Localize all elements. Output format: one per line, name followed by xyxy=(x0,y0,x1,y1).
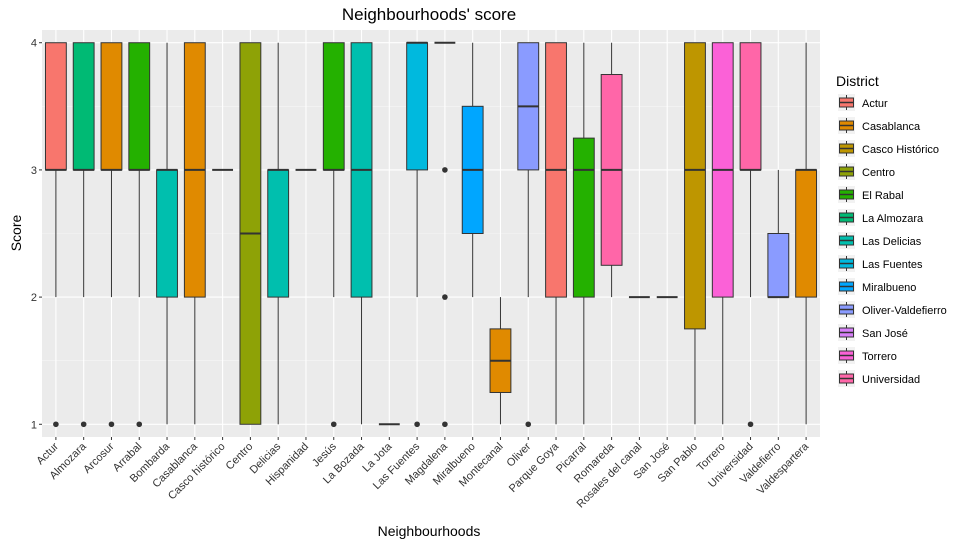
legend-label: Las Delicias xyxy=(862,236,922,248)
outlier-point xyxy=(330,421,337,428)
box-universidad xyxy=(739,42,762,428)
legend-item: Miralbueno xyxy=(838,278,916,295)
box-rect xyxy=(739,42,762,171)
box-oliver xyxy=(517,42,540,428)
box-rect xyxy=(267,169,290,298)
box-valdefierro xyxy=(767,169,790,299)
box-rect xyxy=(72,42,95,171)
x-tick-label: Arcosur xyxy=(81,440,117,476)
box-parque-goya xyxy=(545,42,567,425)
legend-item: Casco Histórico xyxy=(838,140,939,157)
legend-item: Torrero xyxy=(838,347,897,364)
x-axis: ActurAlmozaraArcosurArrabalBombardaCasab… xyxy=(34,437,812,511)
outlier-point xyxy=(136,421,143,428)
legend-label: Las Fuentes xyxy=(862,259,923,271)
box-bombarda xyxy=(156,42,178,425)
y-axis: 1 2 3 4 xyxy=(31,38,42,431)
legend-item: Las Delicias xyxy=(838,232,922,249)
y-tick-label: 3 xyxy=(31,165,37,177)
box-valdespartera xyxy=(795,42,818,425)
outlier-point xyxy=(525,421,532,428)
box-san-pablo xyxy=(684,42,706,425)
box-arcosur xyxy=(100,42,123,428)
y-axis-title: Score xyxy=(8,215,24,252)
chart-title: Neighbourhoods' score xyxy=(342,5,516,24)
legend-title: District xyxy=(836,73,879,89)
box-romareda xyxy=(600,42,623,298)
box-rect xyxy=(100,42,123,171)
legend-item: La Almozara xyxy=(838,209,924,226)
y-tick-label: 1 xyxy=(31,419,37,431)
box-rect xyxy=(767,233,790,298)
box-rect xyxy=(406,42,429,171)
box-almozara xyxy=(72,42,95,428)
x-axis-title: Neighbourhoods xyxy=(378,523,481,539)
box-magdalena xyxy=(434,41,456,428)
legend-label: Centro xyxy=(862,167,895,179)
legend-label: San José xyxy=(862,328,908,340)
y-tick-label: 4 xyxy=(31,38,37,50)
legend-label: Universidad xyxy=(862,374,920,386)
legend-item: San José xyxy=(838,324,908,341)
legend-item: Centro xyxy=(838,163,895,180)
legend-item: Las Fuentes xyxy=(838,255,923,272)
box-la-bozada xyxy=(350,42,373,425)
legend-label: El Rabal xyxy=(862,190,904,202)
legend-label: Oliver-Valdefierro xyxy=(862,305,947,317)
box-picarral xyxy=(572,42,595,425)
box-torrero xyxy=(711,42,734,425)
boxes-layer xyxy=(44,41,818,428)
legend-label: Casco Histórico xyxy=(862,144,939,156)
box-delicias xyxy=(267,42,290,425)
legend-label: Casablanca xyxy=(862,121,921,133)
legend-label: Miralbueno xyxy=(862,282,916,294)
legend-item: Universidad xyxy=(838,370,920,387)
legend-item: Casablanca xyxy=(838,117,921,134)
box-rect xyxy=(322,42,345,171)
legend-item: Oliver-Valdefierro xyxy=(838,301,947,318)
box-rect xyxy=(684,42,706,330)
legend-label: Actur xyxy=(862,98,888,110)
outlier-point xyxy=(108,421,115,428)
outlier-point xyxy=(53,421,59,428)
box-casablanca xyxy=(183,42,206,425)
box-centro xyxy=(239,42,262,425)
box-rect xyxy=(156,169,178,298)
y-tick-label: 2 xyxy=(31,292,37,304)
box-rect xyxy=(128,42,151,171)
outlier-point xyxy=(80,421,87,428)
box-rect xyxy=(572,137,595,298)
legend-item: Actur xyxy=(838,94,888,111)
legend-label: La Almozara xyxy=(862,213,924,225)
box-actur xyxy=(44,42,67,428)
outlier-point xyxy=(442,421,448,428)
outlier-point xyxy=(414,421,420,428)
outlier-point xyxy=(442,167,448,173)
box-miralbueno xyxy=(461,42,484,298)
outlier-point xyxy=(747,421,754,428)
legend-item: El Rabal xyxy=(838,186,904,203)
outlier-point xyxy=(442,294,448,300)
legend: Actur Casablanca Casco Histórico Centro El R… xyxy=(838,94,947,387)
box-jesús xyxy=(322,42,345,428)
box-montecanal xyxy=(489,297,512,425)
box-rect xyxy=(44,42,67,171)
box-las-fuentes xyxy=(406,41,429,428)
box-rect xyxy=(795,169,818,298)
legend-label: Torrero xyxy=(862,351,897,363)
box-arrabal xyxy=(128,42,151,428)
